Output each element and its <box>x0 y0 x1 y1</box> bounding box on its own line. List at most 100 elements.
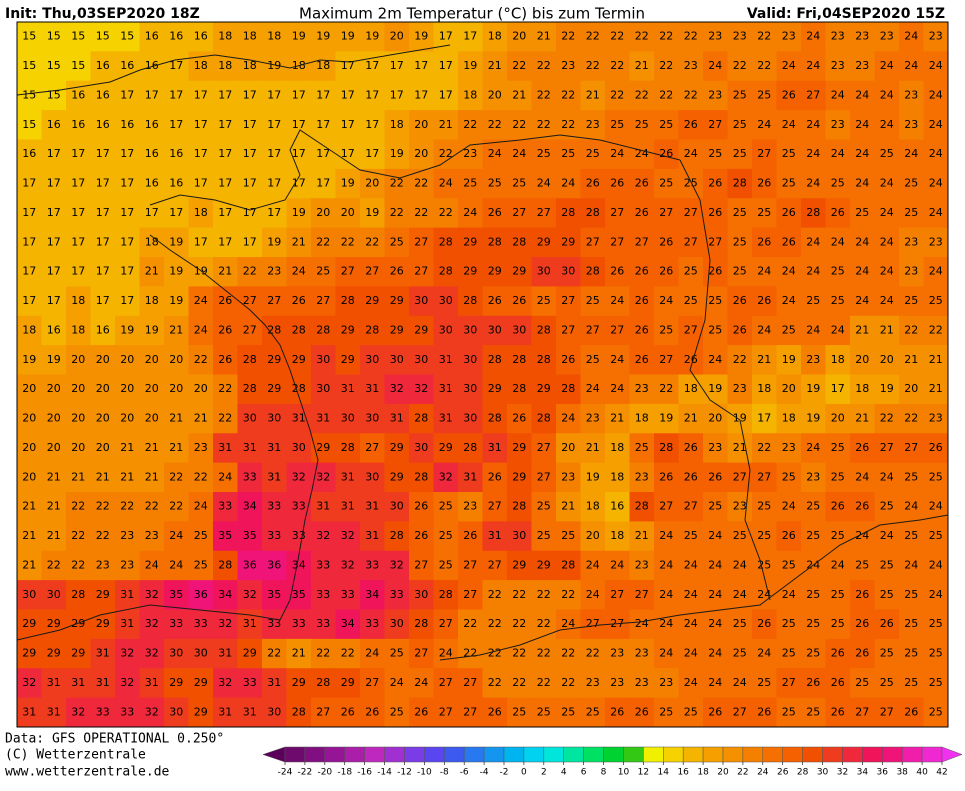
temperature-cell <box>188 110 214 140</box>
temperature-cell <box>384 462 410 493</box>
temperature-label: 30 <box>169 705 183 718</box>
temperature-label: 24 <box>806 235 820 248</box>
temperature-label: 31 <box>316 500 330 513</box>
temperature-cell <box>66 168 91 199</box>
temperature-label: 26 <box>855 441 869 454</box>
temperature-cell <box>237 110 263 140</box>
temperature-label: 17 <box>120 147 134 160</box>
temperature-label: 19 <box>169 294 183 307</box>
temperature-cell <box>384 697 410 728</box>
temperature-label: 26 <box>635 353 649 366</box>
temperature-label: 19 <box>586 470 600 483</box>
colorbar-tick-label: 12 <box>638 768 649 778</box>
temperature-label: 17 <box>96 294 110 307</box>
temperature-label: 24 <box>806 265 820 278</box>
temperature-cell <box>237 374 263 405</box>
temperature-cell <box>286 374 312 405</box>
temperature-cell <box>66 580 91 610</box>
temperature-label: 18 <box>194 206 208 219</box>
colorbar-tick-label: 42 <box>936 768 947 778</box>
temperature-cell <box>580 286 606 317</box>
temperature-cell <box>409 668 434 699</box>
temperature-label: 27 <box>684 206 698 219</box>
temperature-cell <box>164 257 189 287</box>
temperature-label: 17 <box>169 88 183 101</box>
temperature-label: 30 <box>169 647 183 660</box>
temperature-cell <box>752 22 777 52</box>
temperature-label: 17 <box>120 294 134 307</box>
temperature-cell <box>335 580 361 610</box>
temperature-cell <box>605 638 630 669</box>
temperature-cell <box>654 668 679 699</box>
temperature-label: 20 <box>71 412 85 425</box>
temperature-cell <box>262 80 287 111</box>
colorbar-box <box>364 746 385 763</box>
temperature-cell <box>556 697 581 728</box>
temperature-cell <box>482 609 508 640</box>
temperature-label: 33 <box>267 617 281 630</box>
temperature-cell <box>286 345 312 375</box>
colorbar-tick-label: -22 <box>298 768 313 778</box>
temperature-cell <box>629 374 655 405</box>
temperature-label: 23 <box>733 30 747 43</box>
temperature-label: 25 <box>586 294 600 307</box>
temperature-label: 26 <box>831 676 845 689</box>
temperature-cell <box>360 286 385 317</box>
colorbar-tick-label: 0 <box>521 768 527 778</box>
temperature-cell <box>776 345 802 375</box>
temperature-label: 25 <box>586 705 600 718</box>
temperature-label: 17 <box>22 294 36 307</box>
temperature-label: 27 <box>365 676 379 689</box>
temperature-cell <box>90 168 116 199</box>
temperature-label: 27 <box>488 500 502 513</box>
temperature-cell <box>213 374 238 405</box>
temperature-cell <box>262 374 287 405</box>
temperature-label: 25 <box>806 617 820 630</box>
temperature-label: 25 <box>733 529 747 542</box>
temperature-cell <box>66 521 91 552</box>
temperature-cell <box>482 433 508 464</box>
temperature-label: 26 <box>635 265 649 278</box>
temperature-cell <box>850 697 875 728</box>
temperature-label: 17 <box>341 147 355 160</box>
temperature-label: 25 <box>929 676 943 689</box>
temperature-cell <box>507 462 532 493</box>
temperature-cell <box>752 139 777 170</box>
temperature-cell <box>66 198 91 229</box>
temperature-label: 26 <box>782 88 796 101</box>
temperature-cell <box>482 286 508 317</box>
temperature-cell <box>433 168 459 199</box>
temperature-cell <box>556 609 581 640</box>
temperature-cell <box>237 198 263 229</box>
temperature-cell <box>899 550 924 581</box>
temperature-cell <box>286 168 312 199</box>
temperature-cell <box>531 345 557 375</box>
temperature-label: 30 <box>390 500 404 513</box>
temperature-cell <box>776 22 802 52</box>
colorbar-box <box>444 746 465 763</box>
temperature-cell <box>850 492 875 522</box>
temperature-cell <box>115 198 140 229</box>
temperature-cell <box>384 257 410 287</box>
temperature-label: 22 <box>194 470 208 483</box>
temperature-cell <box>458 22 483 52</box>
temperature-cell <box>556 462 581 493</box>
temperature-label: 31 <box>439 353 453 366</box>
temperature-cell <box>360 668 385 699</box>
temperature-label: 27 <box>684 323 698 336</box>
temperature-cell <box>115 257 140 287</box>
temperature-cell <box>507 668 532 699</box>
colorbar-box <box>643 746 664 763</box>
colorbar-box <box>523 746 545 763</box>
valid-time: Valid: Fri,04SEP2020 15Z <box>747 6 945 22</box>
temperature-label: 22 <box>537 118 551 131</box>
temperature-cell <box>654 580 679 610</box>
temperature-label: 20 <box>831 412 845 425</box>
temperature-cell <box>188 315 214 346</box>
temperature-cell <box>286 462 312 493</box>
temperature-label: 31 <box>218 647 232 660</box>
temperature-cell <box>752 345 777 375</box>
temperature-label: 26 <box>414 705 428 718</box>
temperature-cell <box>580 110 606 140</box>
temperature-label: 17 <box>757 412 771 425</box>
